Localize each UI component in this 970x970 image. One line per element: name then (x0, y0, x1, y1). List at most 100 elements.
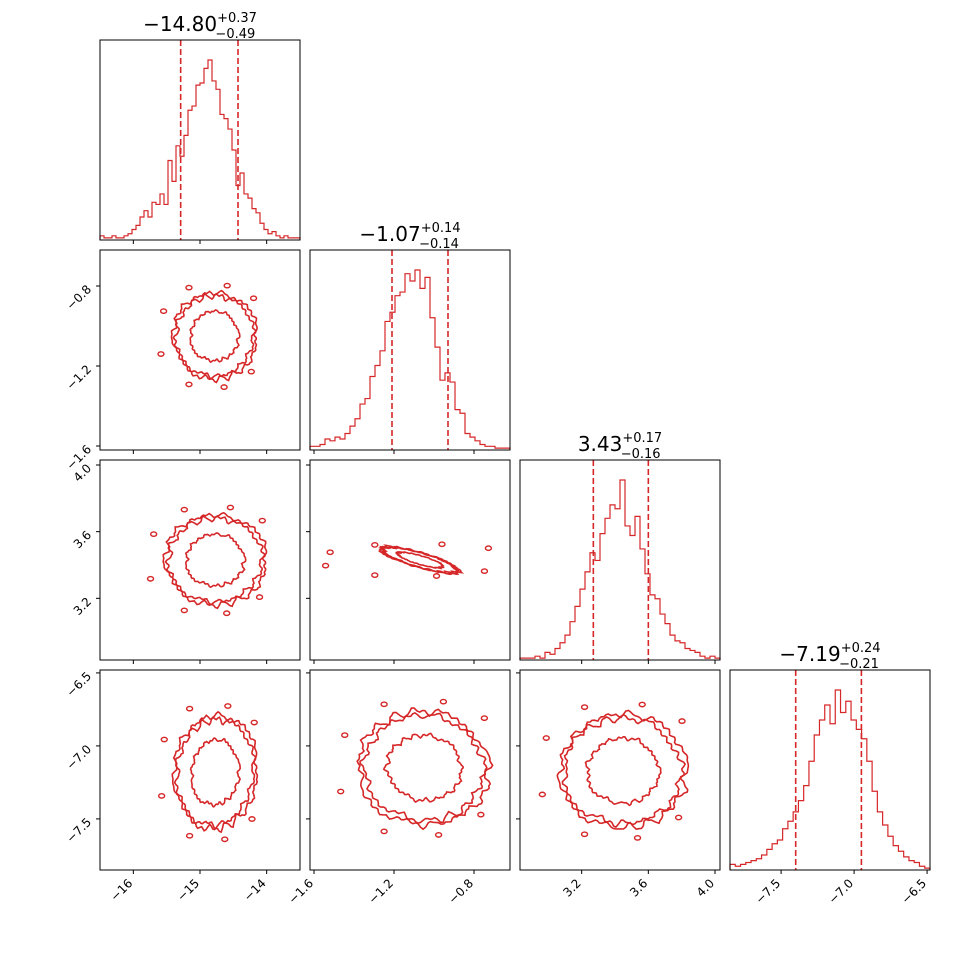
contour-island (185, 832, 194, 839)
contour-island (439, 698, 448, 705)
param-plus: +0.37 (217, 11, 257, 26)
y-tick-label: 3.2 (71, 595, 94, 618)
contour-island (224, 703, 232, 709)
histogram-step-0 (99, 59, 301, 240)
contour-island (159, 308, 168, 315)
contour-island (678, 718, 686, 724)
param-minus: −0.21 (839, 657, 879, 672)
contour-island (538, 791, 547, 798)
contour-island (180, 607, 189, 614)
contour-island (633, 834, 642, 841)
x-tick-label: −15 (174, 876, 202, 904)
panel-frame (729, 669, 931, 871)
contour-island (380, 828, 388, 835)
param-minus: −0.16 (621, 447, 661, 462)
contour-island (674, 814, 683, 821)
param-title-2: 3.43+0.17 −0.16 (578, 431, 662, 462)
contour-level-2 (171, 710, 259, 834)
contour-level-1 (561, 713, 687, 829)
contour-island (185, 284, 193, 291)
contour-island (160, 736, 168, 743)
contour-island (185, 705, 194, 712)
y-tick-label: −1.2 (64, 362, 95, 393)
contour-panel-2-1 (306, 459, 511, 664)
histogram-step-2 (519, 479, 721, 660)
x-tick-label: 4.0 (694, 876, 717, 899)
contour-island (371, 572, 379, 579)
contour-level-0 (189, 309, 241, 364)
x-tick-label: 3.6 (627, 876, 650, 899)
y-tick-label: 3.6 (71, 528, 94, 551)
histogram-panel-0: −14.80+0.37 −0.49 (99, 11, 301, 244)
contour-island (248, 816, 256, 822)
y-tick-label: −6.5 (64, 669, 95, 700)
x-tick-label: −7.0 (826, 876, 857, 907)
panel-frame (99, 39, 301, 241)
x-tick-label: −7.5 (753, 876, 784, 907)
contour-island (247, 368, 256, 375)
x-tick-label: −1.2 (366, 876, 397, 907)
contour-panel-1-0: −1.6−1.2−0.8 (64, 249, 301, 473)
contour-panel-3-0: −16 −15 −14 −7.5 −7.0 −6.5 (64, 669, 301, 904)
param-plus: +0.17 (622, 431, 662, 446)
y-tick-label: −7.0 (64, 742, 95, 773)
contour-island (477, 811, 485, 818)
contour-island (484, 545, 493, 552)
contour-island (249, 295, 258, 302)
panel-frame (519, 669, 721, 871)
contour-level-0 (189, 737, 242, 808)
contour-island (185, 381, 193, 388)
param-plus: +0.24 (841, 641, 881, 656)
contour-island (180, 506, 189, 513)
x-tick-label: −6.5 (899, 876, 930, 907)
contour-level-1 (380, 546, 460, 574)
contour-level-2 (556, 709, 690, 830)
contour-island (432, 573, 441, 579)
contour-level-0 (184, 532, 247, 589)
contour-panel-2-0: 3.23.64.0 (71, 459, 301, 664)
param-median: 3.43 (578, 432, 623, 456)
contour-level-2 (170, 289, 258, 384)
contour-island (226, 504, 235, 511)
histogram-panel-3: −7.19+0.24 −0.21 −7.5 −7.0 −6.5 (729, 641, 931, 907)
panel-frame (309, 249, 511, 451)
contour-island (321, 562, 330, 569)
contour-island (149, 531, 158, 537)
contour-island (258, 517, 266, 524)
contour-level-1 (359, 711, 488, 825)
param-plus: +0.14 (421, 221, 461, 236)
panel-frame (99, 459, 301, 661)
y-tick-label: −0.8 (64, 282, 95, 313)
contour-island (220, 384, 228, 390)
param-median: −14.80 (143, 12, 217, 36)
contour-island (371, 541, 379, 548)
contour-panel-3-1: −1.6 −1.2 −0.8 (286, 669, 511, 907)
x-tick-label: −1.6 (286, 876, 317, 907)
contour-island (223, 610, 231, 617)
contour-island (638, 701, 646, 708)
histogram-step-1 (309, 269, 511, 450)
param-title-1: −1.07+0.14 −0.14 (359, 221, 460, 252)
histogram-panel-1: −1.07+0.14 −0.14 (309, 221, 511, 454)
contour-island (434, 832, 443, 838)
contour-level-0 (382, 732, 465, 803)
contour-panel-3-2: 3.2 3.6 4.0 (516, 669, 721, 900)
contour-island (341, 732, 349, 739)
contour-island (542, 735, 550, 741)
panel-frame (99, 669, 301, 871)
contour-island (580, 831, 589, 838)
contour-island (480, 568, 489, 575)
param-title-0: −14.80+0.37 −0.49 (143, 11, 257, 42)
x-tick-label: −16 (108, 876, 136, 904)
contour-island (438, 541, 446, 548)
param-minus: −0.49 (215, 27, 255, 42)
contour-island (380, 701, 388, 708)
contour-island (326, 549, 334, 556)
panel-frame (309, 459, 511, 661)
contour-island (255, 594, 264, 600)
contour-island (221, 836, 229, 843)
x-tick-label: 3.2 (560, 876, 583, 899)
contour-island (157, 351, 165, 357)
panel-frame (309, 669, 511, 871)
